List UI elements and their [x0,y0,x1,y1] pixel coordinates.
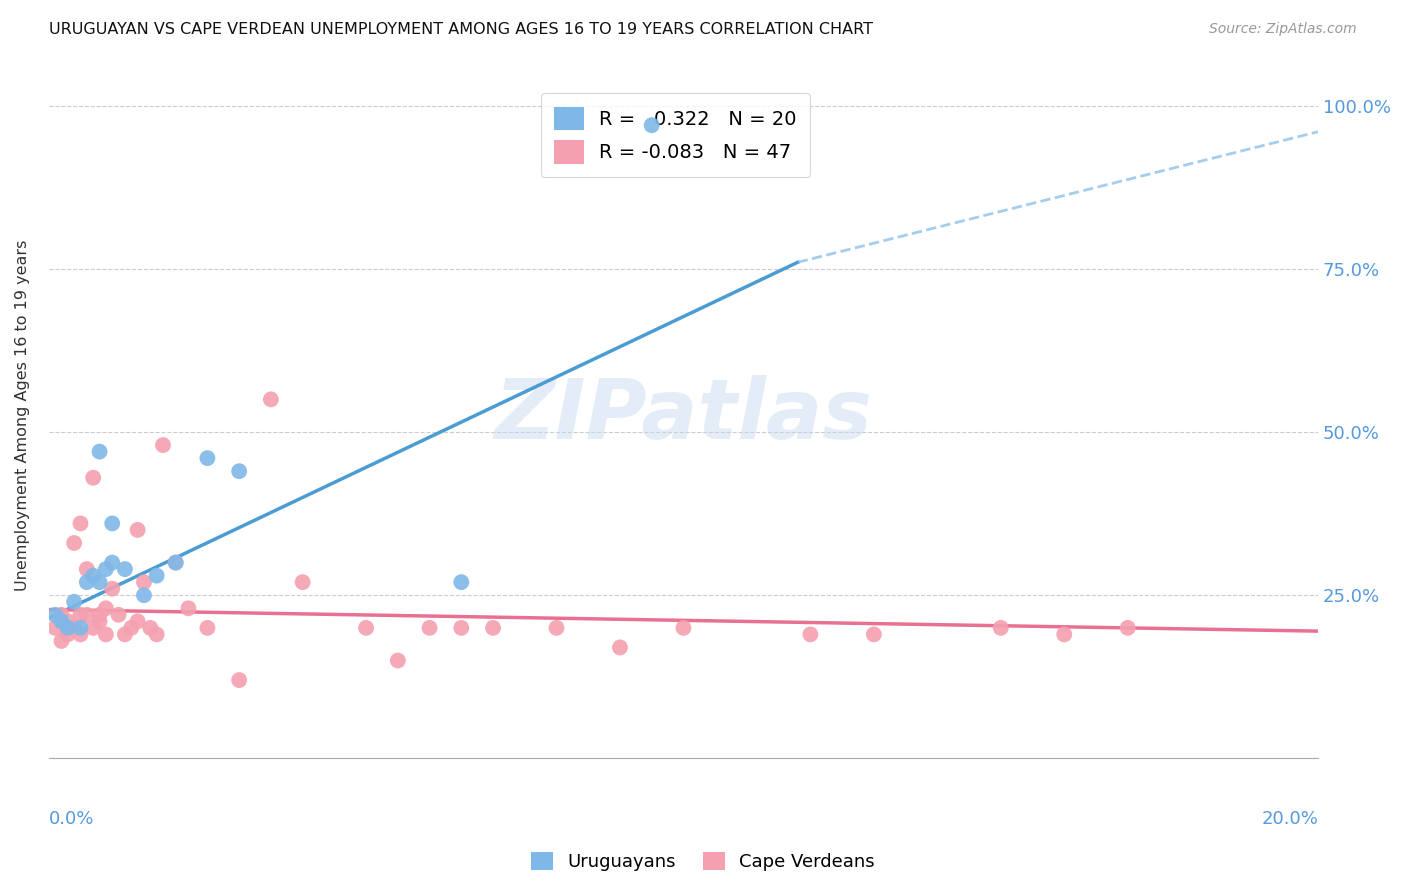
Point [69,621,91,635]
Point [132,575,155,590]
Point [56,615,79,629]
Text: 20.0%: 20.0% [1261,810,1319,828]
Point [127,523,149,537]
Point [228,673,250,687]
Point [101,556,124,570]
Point [863,627,886,641]
Legend: R =   0.322   N = 20, R = -0.083   N = 47: R = 0.322 N = 20, R = -0.083 N = 47 [541,93,810,178]
Point [82,621,104,635]
Point [291,575,314,590]
Point [82,471,104,485]
Point [1053,627,1076,641]
Point [546,621,568,635]
Point [76,607,98,622]
Point [76,562,98,576]
Point [387,653,409,667]
Point [89,575,111,590]
Point [990,621,1012,635]
Point [450,575,472,590]
Text: Source: ZipAtlas.com: Source: ZipAtlas.com [1209,22,1357,37]
Point [107,607,129,622]
Point [419,621,441,635]
Point [69,627,91,641]
Point [89,615,111,629]
Point [139,621,162,635]
Point [228,464,250,478]
Point [799,627,821,641]
Point [89,444,111,458]
Point [165,556,187,570]
Point [145,627,167,641]
Point [114,562,136,576]
Text: URUGUAYAN VS CAPE VERDEAN UNEMPLOYMENT AMONG AGES 16 TO 19 YEARS CORRELATION CHA: URUGUAYAN VS CAPE VERDEAN UNEMPLOYMENT A… [49,22,873,37]
Point [63,595,86,609]
Point [69,516,91,531]
Point [94,601,117,615]
Point [197,451,219,466]
Point [69,607,91,622]
Point [89,607,111,622]
Point [132,588,155,602]
Point [197,621,219,635]
Point [101,582,124,596]
Point [44,607,66,622]
Point [51,634,73,648]
Point [94,627,117,641]
Point [145,568,167,582]
Point [76,575,98,590]
Text: ZIPatlas: ZIPatlas [495,376,872,456]
Point [260,392,283,407]
Point [165,556,187,570]
Text: 0.0%: 0.0% [49,810,94,828]
Point [482,621,505,635]
Point [51,607,73,622]
Point [609,640,631,655]
Point [120,621,142,635]
Point [101,516,124,531]
Point [672,621,695,635]
Point [152,438,174,452]
Point [56,621,79,635]
Point [1116,621,1139,635]
Point [51,615,73,629]
Point [450,621,472,635]
Point [354,621,377,635]
Point [177,601,200,615]
Point [63,536,86,550]
Point [94,562,117,576]
Point [641,118,664,132]
Point [56,627,79,641]
Legend: Uruguayans, Cape Verdeans: Uruguayans, Cape Verdeans [524,845,882,879]
Point [114,627,136,641]
Point [127,615,149,629]
Point [82,568,104,582]
Point [63,621,86,635]
Y-axis label: Unemployment Among Ages 16 to 19 years: Unemployment Among Ages 16 to 19 years [15,240,30,591]
Point [44,621,66,635]
